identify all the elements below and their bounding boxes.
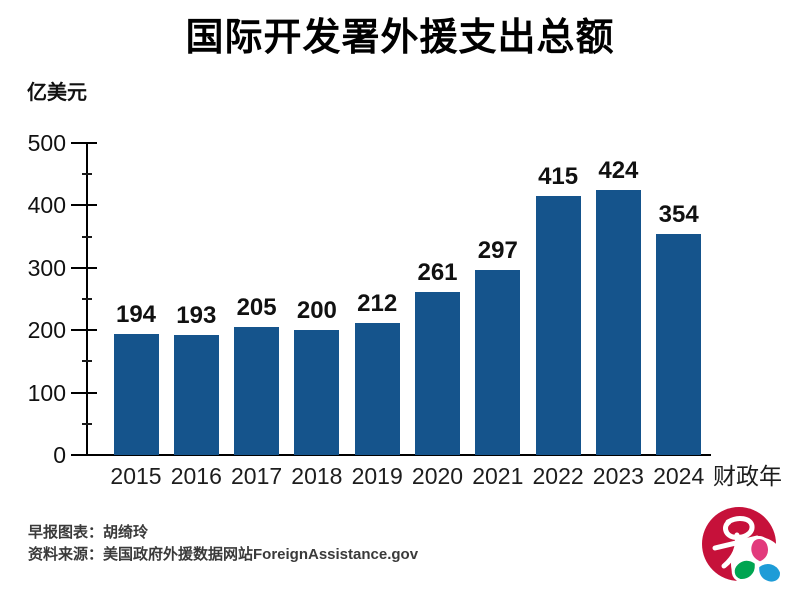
x-axis-category-label: 2024 [653, 463, 705, 489]
x-axis-category-label: 2023 [592, 463, 644, 489]
y-axis-minor-tick [82, 360, 92, 363]
bar-value-label: 415 [538, 163, 579, 191]
bar-value-label: 424 [598, 157, 639, 185]
y-axis-major-tick [71, 142, 97, 144]
bar-value-label: 212 [357, 289, 398, 317]
y-axis-minor-tick [82, 298, 92, 300]
x-axis-category-label: 2020 [411, 463, 464, 489]
bar-2015 [113, 333, 159, 455]
bar-value-label: 194 [115, 300, 157, 328]
y-axis-tick-label: 500 [27, 130, 66, 156]
credit-text: 早报图表：胡绮玲 [28, 524, 149, 541]
bar-2024 [656, 234, 702, 455]
bar-2018 [294, 330, 340, 455]
bar-2017 [234, 327, 280, 455]
y-axis-tick-label: 100 [27, 379, 66, 406]
y-axis-major-tick [71, 454, 97, 456]
bar-2020 [415, 292, 460, 455]
x-axis-category-label: 2016 [170, 463, 222, 489]
zaobao-logo [702, 507, 785, 591]
y-axis-unit-label: 亿美元 [27, 82, 87, 104]
x-axis-category-label: 2015 [110, 463, 162, 489]
x-axis-category-label: 2021 [472, 463, 524, 489]
bar-2016 [173, 334, 219, 455]
x-axis-category-label: 2018 [291, 463, 343, 489]
x-axis-line [86, 454, 711, 456]
y-axis-minor-tick [82, 173, 92, 176]
bar-2021 [475, 269, 521, 455]
x-axis-category-label: 2019 [351, 463, 403, 489]
bar-value-label: 193 [176, 301, 217, 329]
bar-2019 [354, 322, 400, 455]
bar-value-label: 354 [658, 201, 699, 229]
bar-value-label: 200 [296, 297, 337, 325]
x-axis-suffix-label: 财政年 [713, 463, 782, 489]
y-axis-tick-label: 400 [27, 192, 66, 219]
x-axis-category-label: 2017 [231, 463, 283, 489]
logo-petal-blue [756, 561, 783, 585]
y-axis-major-tick [71, 391, 97, 394]
y-axis-minor-tick [82, 422, 92, 425]
source-text: 资料来源：美国政府外援数据网站ForeignAssistance.gov [28, 546, 419, 563]
bar-value-label: 297 [477, 236, 518, 264]
y-axis-minor-tick [82, 235, 92, 238]
bar-2023 [595, 190, 641, 455]
y-axis-major-tick [71, 266, 97, 269]
chart-title: 国际开发署外援支出总额 [185, 17, 615, 59]
y-axis-tick-label: 300 [27, 254, 66, 281]
logo-petal-green [731, 557, 758, 582]
logo-petal-pink [748, 536, 771, 565]
bar-value-label: 261 [417, 259, 458, 287]
logo-pinwheel [731, 536, 783, 585]
bar-2022 [535, 196, 581, 455]
bar-value-label: 205 [236, 294, 277, 322]
y-axis-tick-label: 0 [53, 442, 66, 468]
y-axis-tick-label: 200 [27, 317, 66, 344]
y-axis-major-tick [71, 204, 97, 207]
x-axis-category-label: 2022 [532, 463, 584, 489]
y-axis-major-tick [71, 329, 97, 332]
